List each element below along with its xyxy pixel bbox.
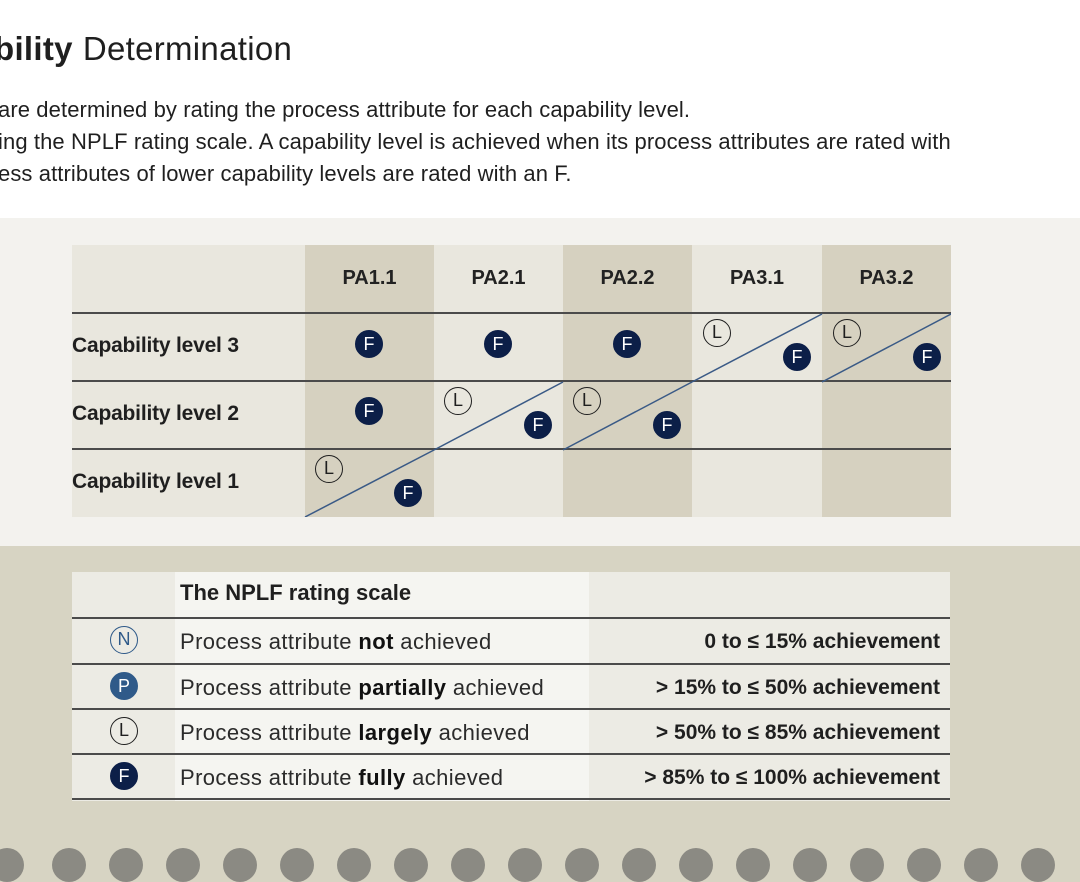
- column-header-pa3-1: PA3.1: [729, 267, 785, 289]
- scale-value-f: > 85% to ≤ 100% achievement: [644, 766, 940, 789]
- scale-value-p: > 15% to ≤ 50% achievement: [655, 676, 940, 699]
- rating-f-icon: F: [355, 330, 383, 358]
- binding-ring: [166, 848, 200, 882]
- binding-ring: [508, 848, 542, 882]
- split-cell-diagonals: [304, 313, 951, 517]
- rating-l-icon: L: [833, 319, 861, 347]
- binding-ring: [337, 848, 371, 882]
- intro-line-2: ing the NPLF rating scale. A capability …: [0, 129, 951, 154]
- column-header-pa2-1: PA2.1: [471, 267, 526, 289]
- title-bold-part: bility: [0, 30, 73, 67]
- row-label-level-3: Capability level 3: [72, 334, 239, 357]
- scale-description-column: [175, 572, 589, 801]
- rating-f-icon: F: [783, 343, 811, 371]
- scale-description-f: Process attribute fully achieved: [180, 765, 504, 790]
- scale-description-n: Process attribute not achieved: [180, 629, 492, 654]
- diagonal-pa1-1-level-1: [304, 449, 435, 517]
- scale-description-l: Process attribute largely achieved: [180, 720, 530, 745]
- column-header-pa2-2: PA2.2: [600, 267, 655, 289]
- row-divider: [72, 312, 951, 314]
- binding-ring: [850, 848, 884, 882]
- diagonal-pa3-2-level-3: [821, 313, 951, 383]
- rating-f-icon: F: [913, 343, 941, 371]
- rating-n-icon: N: [110, 626, 138, 654]
- binding-ring: [565, 848, 599, 882]
- scale-description-p: Process attribute partially achieved: [180, 675, 545, 700]
- rating-f-icon: F: [613, 330, 641, 358]
- binding-ring: [907, 848, 941, 882]
- scale-value-n: 0 to ≤ 15% achievement: [704, 630, 940, 653]
- scale-heading: The NPLF rating scale: [180, 580, 412, 605]
- binding-ring: [451, 848, 485, 882]
- intro-section: bility Determination are determined by ra…: [0, 0, 1080, 218]
- binding-ring: [52, 848, 86, 882]
- rating-l-icon: L: [573, 387, 601, 415]
- binding-ring: [736, 848, 770, 882]
- rating-l-icon: L: [703, 319, 731, 347]
- row-label-level-2: Capability level 2: [72, 402, 239, 425]
- intro-line-1: are determined by rating the process att…: [0, 97, 691, 122]
- binding-ring: [1021, 848, 1055, 882]
- diagonal-pa2-2-level-2: [562, 381, 693, 451]
- rating-f-icon: F: [653, 411, 681, 439]
- binding-ring: [109, 848, 143, 882]
- binding-ring: [679, 848, 713, 882]
- diagonal-pa2-1-level-2: [433, 381, 564, 451]
- rating-f-icon: F: [355, 397, 383, 425]
- binding-ring: [0, 848, 24, 882]
- rating-l-icon: L: [444, 387, 472, 415]
- binding-ring: [793, 848, 827, 882]
- rating-f-icon: F: [484, 330, 512, 358]
- scale-divider: [72, 663, 950, 665]
- rating-l-icon: L: [315, 455, 343, 483]
- rating-p-icon: P: [110, 672, 138, 700]
- row-divider: [72, 380, 951, 382]
- column-header-pa3-2: PA3.2: [859, 267, 914, 289]
- binding-ring: [394, 848, 428, 882]
- binding-ring: [280, 848, 314, 882]
- binding-ring: [622, 848, 656, 882]
- binding-ring: [223, 848, 257, 882]
- diagonal-pa3-1-level-3: [691, 313, 823, 383]
- scale-divider: [72, 798, 950, 800]
- binding-ring: [964, 848, 998, 882]
- title-rest: Determination: [82, 30, 293, 67]
- rating-f-icon: F: [524, 411, 552, 439]
- binding-rings: [0, 838, 1080, 882]
- rating-l-icon: L: [110, 717, 138, 745]
- rating-f-icon: F: [394, 479, 422, 507]
- capability-grid: PA1.1 PA2.1 PA2.2 PA3.1 PA3.2 Capability…: [72, 245, 951, 517]
- rating-f-icon: F: [110, 762, 138, 790]
- scale-divider: [72, 708, 950, 710]
- scale-divider: [72, 753, 950, 755]
- scale-value-l: > 50% to ≤ 85% achievement: [655, 721, 940, 744]
- row-label-level-1: Capability level 1: [72, 470, 239, 493]
- nplf-scale-table: The NPLF rating scale N Process attribut…: [72, 572, 950, 801]
- page-title: bility Determination: [0, 30, 292, 68]
- row-divider: [72, 448, 951, 450]
- column-header-pa1-1: PA1.1: [342, 267, 397, 289]
- intro-line-3: ess attributes of lower capability level…: [0, 161, 572, 186]
- scale-value-column: [589, 572, 950, 801]
- scale-divider: [72, 617, 950, 619]
